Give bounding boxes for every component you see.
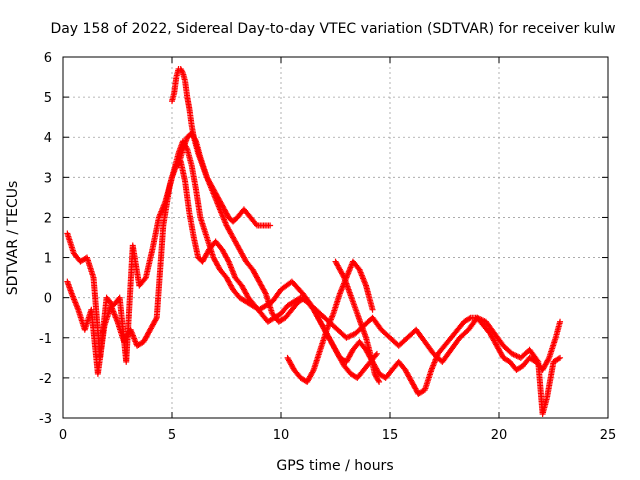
data-point: [179, 68, 186, 75]
y-tick-label: -1: [39, 332, 52, 347]
marks-layer: [64, 66, 564, 417]
data-point: [466, 315, 473, 322]
data-point: [534, 357, 541, 364]
y-tick-label: 3: [44, 171, 52, 186]
y-tick-label: -2: [39, 372, 52, 387]
data-point: [192, 136, 199, 143]
x-tick-label: 5: [168, 428, 176, 443]
data-point: [557, 354, 564, 361]
x-tick-label: 20: [491, 428, 508, 443]
y-tick-label: 1: [44, 252, 52, 267]
series-track-2: [64, 138, 564, 417]
data-point: [555, 355, 562, 362]
data-point: [309, 368, 316, 375]
data-point: [262, 289, 269, 296]
data-point: [545, 356, 552, 363]
y-tick-label: 6: [44, 51, 52, 66]
data-point: [372, 352, 379, 359]
data-point: [373, 350, 380, 357]
chart-title: Day 158 of 2022, Sidereal Day-to-day VTE…: [50, 21, 615, 37]
data-point: [252, 221, 259, 228]
y-tick-label: 4: [44, 131, 52, 146]
x-axis-label: GPS time / hours: [276, 458, 393, 474]
y-tick-label: 5: [44, 91, 52, 106]
y-tick-label: 2: [44, 211, 52, 226]
data-point: [340, 273, 347, 280]
y-tick-label: 0: [44, 292, 52, 307]
x-tick-label: 25: [600, 428, 617, 443]
x-tick-label: 10: [273, 428, 290, 443]
plot-frame: [62, 56, 609, 419]
tick-layer: 0 5 10 15 20 25 -3 -2 -1 0 1 2 3 4 5 6: [39, 51, 616, 443]
data-point: [376, 378, 383, 385]
data-point: [557, 318, 564, 325]
x-tick-label: 0: [59, 428, 67, 443]
data-point: [369, 306, 376, 313]
series-track-1: [64, 158, 564, 397]
grid-layer: [63, 57, 608, 418]
data-point: [375, 377, 382, 384]
series-track-4: [175, 130, 380, 381]
data-point: [153, 316, 160, 323]
series-track-6: [332, 258, 383, 385]
data-point: [267, 222, 274, 229]
y-tick-label: -3: [39, 412, 52, 427]
y-axis-label: SDTVAR / TECUs: [5, 181, 21, 296]
data-point: [224, 257, 231, 264]
x-tick-label: 15: [382, 428, 399, 443]
